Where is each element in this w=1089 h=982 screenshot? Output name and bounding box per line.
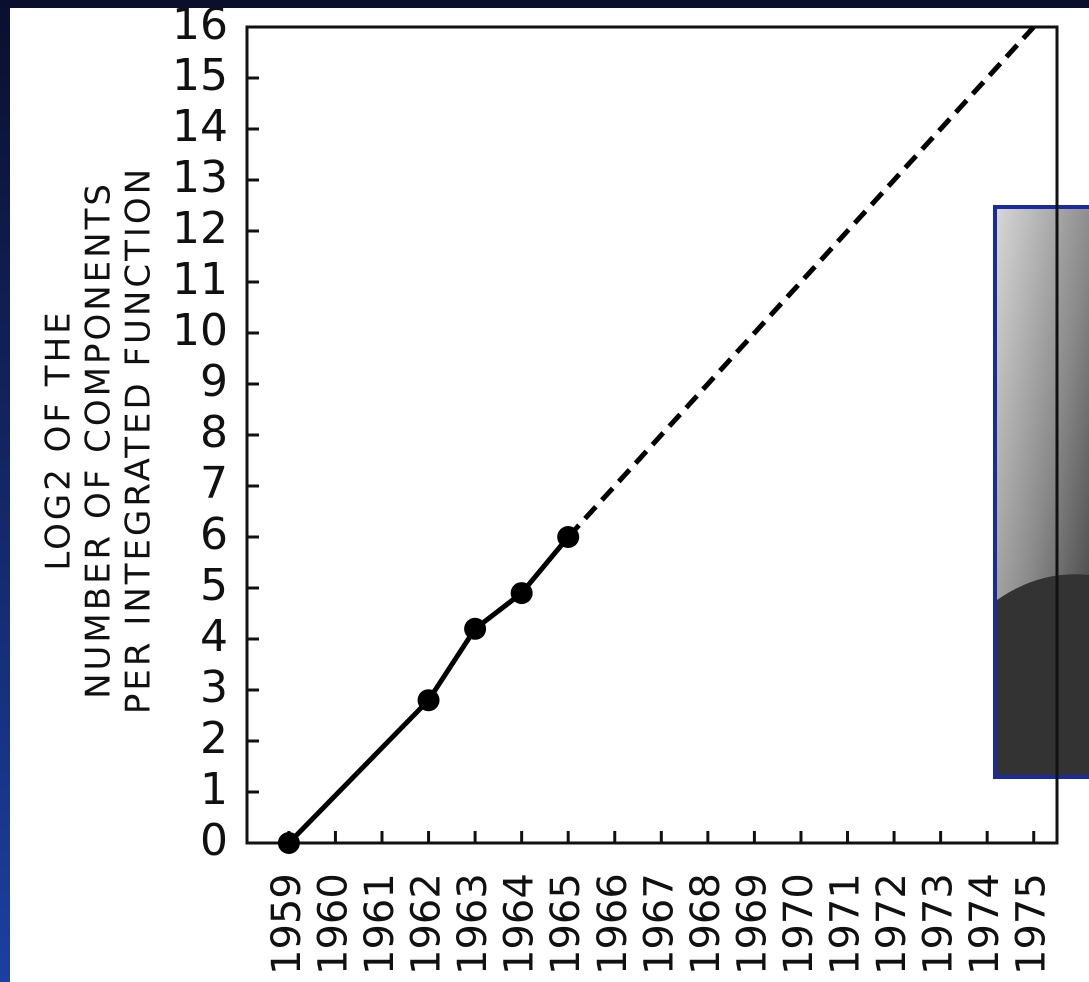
data-point	[510, 582, 533, 605]
data-point	[464, 617, 487, 640]
x-tick-label: 1972	[869, 873, 915, 975]
y-tick-label: 4	[200, 611, 228, 662]
x-tick-label: 1968	[683, 873, 729, 975]
x-tick-label: 1975	[1009, 873, 1055, 975]
x-tick-label: 1970	[776, 873, 822, 975]
data-point	[277, 832, 300, 854]
x-tick-label: 1964	[497, 873, 543, 975]
x-tick-label: 1967	[636, 873, 682, 975]
y-axis-label-line: LOG2 OF THE	[39, 309, 79, 570]
x-tick-label: 1973	[916, 873, 962, 975]
y-axis-label: LOG2 OF THE NUMBER OF COMPONENTS PER INTEG…	[39, 166, 159, 714]
y-tick-label: 12	[172, 203, 228, 254]
x-tick-label: 1974	[962, 873, 1008, 975]
x-tick-label: 1960	[310, 873, 356, 975]
y-tick-label: 1	[200, 764, 228, 815]
y-tick-label: 5	[200, 560, 228, 611]
y-tick-label: 11	[172, 254, 228, 305]
x-tick-label: 1963	[450, 873, 496, 975]
y-tick-label: 6	[200, 509, 228, 560]
x-tick-label: 1962	[404, 873, 450, 975]
y-tick-label: 0	[200, 815, 228, 866]
y-tick-label: 9	[200, 356, 228, 407]
y-tick-label: 10	[172, 305, 228, 356]
y-tick-label: 8	[200, 407, 228, 458]
x-tick-label: 1966	[590, 873, 636, 975]
y-tick-label: 13	[172, 152, 228, 203]
y-tick-label: 7	[200, 458, 228, 509]
y-tick-label: 2	[200, 713, 228, 764]
x-tick-label: 1969	[729, 873, 775, 975]
y-tick-label: 14	[172, 101, 228, 152]
chart-area	[10, 8, 1089, 982]
y-tick-label: 15	[172, 50, 228, 101]
y-tick-label: 3	[200, 662, 228, 713]
series-line	[566, 25, 1036, 539]
data-point	[417, 689, 440, 712]
y-axis-label-line: NUMBER OF COMPONENTS	[79, 181, 119, 699]
y-axis-label-line: PER INTEGRATED FUNCTION	[119, 166, 159, 714]
x-tick-label: 1965	[543, 873, 589, 975]
x-tick-label: 1971	[823, 873, 869, 975]
y-tick-label: 16	[172, 0, 228, 50]
photo-shadow	[997, 574, 1089, 775]
x-tick-label: 1959	[264, 873, 310, 975]
x-tick-label: 1961	[357, 873, 403, 975]
